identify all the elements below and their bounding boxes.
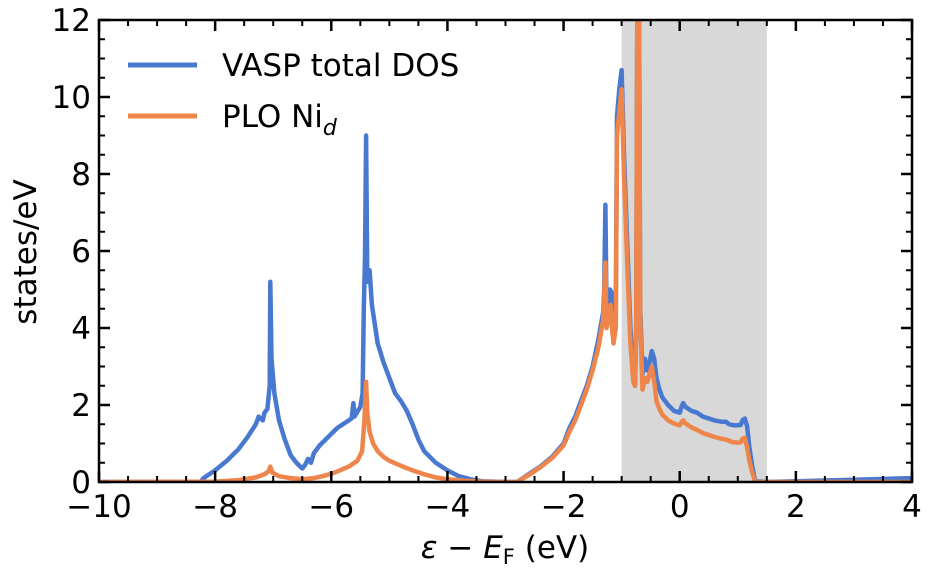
legend-label-vasp: VASP total DOS (222, 48, 459, 84)
x-tick-label: 4 (902, 489, 922, 525)
x-axis-label: ε − EF (eV) (421, 530, 589, 569)
x-tick-label: −6 (308, 489, 354, 525)
legend: VASP total DOS PLO Nid (128, 48, 459, 141)
y-tick-labels: 0 2 4 6 8 10 12 (52, 3, 91, 501)
y-tick-label: 8 (71, 157, 91, 193)
x-tick-label: 0 (670, 489, 690, 525)
x-tick-label: −10 (66, 489, 131, 525)
x-tick-labels: −10 −8 −6 −4 −2 0 2 4 (66, 489, 922, 525)
y-tick-label: 2 (71, 388, 91, 424)
y-tick-label: 12 (52, 3, 91, 39)
series-line-plo-ni-d (99, 20, 912, 482)
x-tick-label: −8 (192, 489, 238, 525)
legend-label-plo-main: PLO Ni (222, 99, 323, 135)
y-tick-label: 10 (52, 80, 91, 116)
series-layer (99, 20, 912, 482)
y-tick-label: 4 (71, 311, 91, 347)
y-tick-label: 0 (71, 465, 91, 501)
shaded-window-region (621, 20, 767, 482)
y-tick-label: 6 (71, 234, 91, 270)
legend-label-plo-sub: d (323, 116, 338, 141)
ticks-layer (97, 18, 914, 484)
x-tick-label: 2 (786, 489, 806, 525)
x-tick-label: −2 (541, 489, 587, 525)
shaded-region-layer (621, 20, 767, 482)
y-axis-label: states/eV (8, 179, 44, 324)
x-axis-label-tail: (eV) (515, 530, 589, 566)
x-axis-label-sub: F (503, 545, 515, 569)
x-tick-label: −4 (425, 489, 471, 525)
legend-label-plo: PLO Nid (222, 99, 338, 141)
x-axis-label-main: ε − E (421, 530, 503, 566)
